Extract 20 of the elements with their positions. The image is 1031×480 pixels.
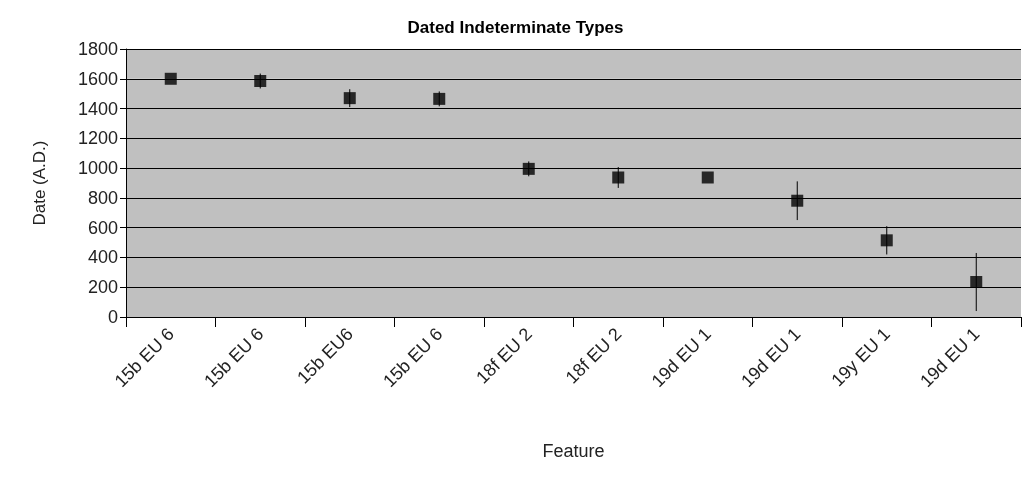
- x-tick-label: 15b EU 6: [379, 323, 447, 392]
- y-tick-label: 1400: [77, 98, 118, 119]
- y-tick-label: 1800: [77, 39, 118, 59]
- y-tick-label: 1000: [77, 158, 118, 179]
- x-tick-label: 19d EU 1: [647, 323, 715, 392]
- y-tick-label: 1600: [77, 68, 118, 89]
- y-tick-label: 200: [87, 277, 118, 298]
- chart-title: Dated Indeterminate Types: [407, 18, 624, 37]
- x-tick-label: 19y EU 1: [827, 323, 894, 391]
- y-tick-label: 1200: [77, 128, 118, 149]
- x-tick-label: 18f EU 2: [561, 323, 626, 388]
- x-tick-label: 19d EU 1: [916, 323, 984, 392]
- x-tick-label: 19d EU 1: [737, 323, 805, 392]
- x-axis-title: Feature: [542, 441, 605, 461]
- y-tick-label: 400: [87, 247, 118, 268]
- y-tick-label: 800: [87, 187, 118, 208]
- y-tick-label: 600: [87, 217, 118, 238]
- x-tick-label: 15b EU 6: [200, 323, 268, 392]
- y-axis-title: Date (A.D.): [30, 140, 49, 226]
- x-tick-label: 18f EU 2: [472, 323, 536, 388]
